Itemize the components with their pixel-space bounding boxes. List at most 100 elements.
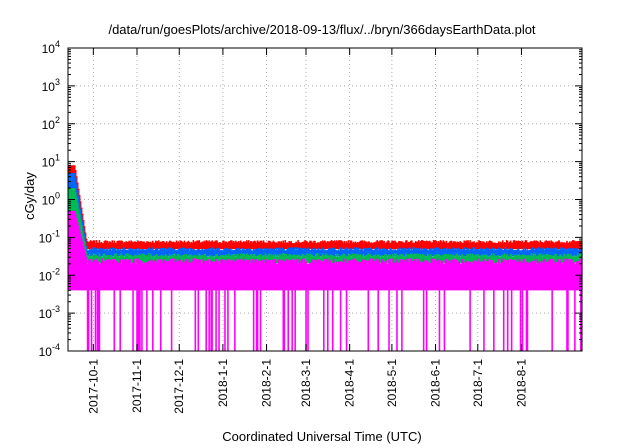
series-column <box>450 259 453 291</box>
series-column <box>323 255 325 264</box>
series-column <box>290 247 292 257</box>
series-column <box>358 249 361 257</box>
series-column <box>363 247 366 257</box>
series-column <box>192 258 195 291</box>
x-tick-label: 2018-1-1 <box>216 359 230 407</box>
series-column <box>534 248 537 257</box>
series-column <box>117 262 120 291</box>
series-column <box>79 233 82 291</box>
series-column <box>122 243 124 250</box>
series-column <box>412 247 415 257</box>
series-column <box>337 249 340 257</box>
series-column <box>515 261 518 291</box>
series-column <box>177 260 180 291</box>
series-column <box>132 255 134 264</box>
series-column <box>357 242 360 250</box>
series-column <box>124 242 126 250</box>
series-column <box>320 261 322 291</box>
series-column <box>161 255 164 264</box>
series-column <box>445 249 448 257</box>
series-column <box>365 255 368 264</box>
series-column <box>133 241 135 250</box>
series-column <box>521 249 524 257</box>
series-column <box>98 247 101 257</box>
series-column <box>341 262 344 291</box>
series-column <box>147 260 149 291</box>
series-column <box>274 250 277 257</box>
series-column <box>349 261 352 291</box>
series-column <box>468 256 470 264</box>
series-column <box>127 250 129 257</box>
series-column <box>416 254 419 264</box>
series-column <box>156 241 159 250</box>
series-column <box>413 242 416 250</box>
series-column <box>453 241 456 250</box>
series-column <box>218 242 220 250</box>
series-column <box>524 247 527 257</box>
series-column <box>108 249 111 257</box>
series-column <box>374 261 377 291</box>
series-column <box>381 255 383 264</box>
series-column <box>227 242 229 250</box>
series-column <box>172 241 175 250</box>
series-column <box>86 263 89 351</box>
series-column <box>359 262 362 291</box>
series-column <box>433 259 436 291</box>
series-column <box>491 247 493 257</box>
series-column <box>328 256 331 264</box>
series-column <box>504 256 507 264</box>
x-tick-label: 2018-6-1 <box>429 359 443 407</box>
series-column <box>412 242 415 250</box>
series-column <box>532 241 535 250</box>
series-column <box>561 263 563 291</box>
series-column <box>492 260 494 291</box>
series-column <box>160 254 163 264</box>
series-column <box>165 248 168 257</box>
series-column <box>442 263 445 291</box>
series-column <box>277 256 280 264</box>
grid <box>68 48 582 351</box>
series-column <box>373 249 376 257</box>
series-column <box>298 254 300 264</box>
series-column <box>458 247 461 257</box>
series-column <box>578 241 580 250</box>
series-column <box>250 253 253 264</box>
series-column <box>123 260 125 291</box>
series-column <box>262 249 265 257</box>
series-column <box>201 248 204 257</box>
series-column <box>331 263 334 351</box>
series-column <box>467 248 469 257</box>
series-column <box>384 249 386 257</box>
series-column <box>505 240 508 250</box>
series-column <box>456 248 459 257</box>
series-column <box>559 262 561 291</box>
series-column <box>334 242 337 250</box>
series-column <box>87 260 90 351</box>
series-column <box>157 259 160 291</box>
series-column <box>292 260 294 291</box>
series-column <box>411 253 413 264</box>
series-column <box>348 259 351 291</box>
series-column <box>277 247 280 257</box>
series-column <box>225 254 227 264</box>
series-column <box>303 241 305 250</box>
series-column <box>580 249 582 257</box>
series-column <box>490 255 492 264</box>
series-column <box>92 253 95 264</box>
series-column <box>580 258 582 351</box>
series-column <box>330 240 333 250</box>
series-column <box>544 258 547 291</box>
series-column <box>200 242 203 250</box>
series-column <box>485 242 487 250</box>
series-column <box>235 247 237 257</box>
series-column <box>95 258 98 291</box>
series-column <box>91 249 94 257</box>
series-column <box>536 247 539 257</box>
series-column <box>115 253 118 264</box>
series-column <box>290 255 292 264</box>
series-column <box>531 261 534 291</box>
series-column <box>504 242 507 250</box>
series-column <box>293 260 295 291</box>
series-column <box>170 241 173 250</box>
series-column <box>129 242 131 250</box>
